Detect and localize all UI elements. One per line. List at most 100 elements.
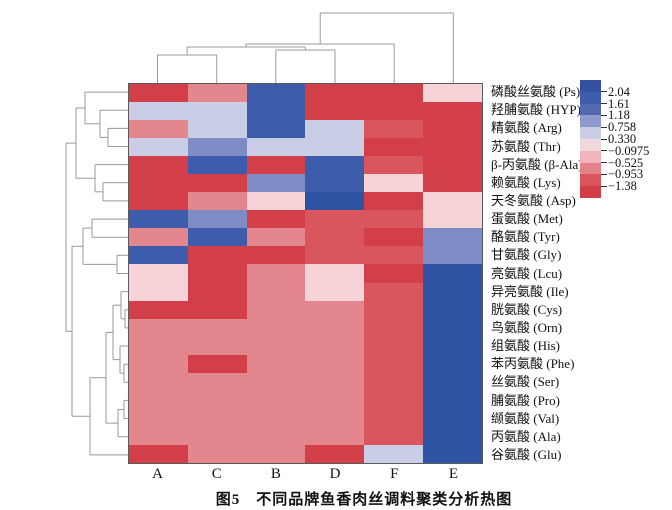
heatmap-cell <box>129 300 188 319</box>
legend-color-band <box>580 103 601 116</box>
heatmap-cell <box>423 408 482 427</box>
heatmap-cell <box>364 354 424 373</box>
heatmap-cell <box>305 246 365 265</box>
heatmap-cell <box>423 138 482 157</box>
heatmap-cell <box>423 426 482 445</box>
heatmap-cell <box>187 444 247 463</box>
heatmap-cell <box>187 354 247 373</box>
heatmap-cell <box>187 372 247 391</box>
row-label: 天冬氨酸 (Asp) <box>491 192 576 208</box>
heatmap-cell <box>246 408 306 427</box>
heatmap-cell <box>187 228 247 247</box>
heatmap-cell <box>129 318 188 337</box>
row-label: 苏氨酸 (Thr) <box>491 138 561 154</box>
heatmap-cell <box>364 120 424 139</box>
heatmap-cell <box>246 84 306 103</box>
heatmap-cell <box>129 264 188 283</box>
heatmap-cell <box>129 354 188 373</box>
heatmap-cell <box>364 336 424 355</box>
heatmap-cell <box>246 174 306 193</box>
heatmap-cell <box>423 264 482 283</box>
heatmap-cell <box>305 102 365 121</box>
legend-tick-label: 1.61 <box>608 96 630 111</box>
heatmap-cell <box>187 282 247 301</box>
column-label: A <box>152 466 163 482</box>
heatmap-cell <box>129 336 188 355</box>
heatmap-cell <box>129 84 188 103</box>
legend-color-band <box>580 80 601 92</box>
heatmap-cell <box>305 426 365 445</box>
heatmap-cell <box>187 408 247 427</box>
heatmap-cell <box>129 192 188 211</box>
heatmap-cell <box>129 444 188 463</box>
heatmap-cell <box>305 408 365 427</box>
legend-tick-label: 0.330 <box>608 132 637 146</box>
heatmap-cell <box>129 120 188 139</box>
heatmap-cell <box>364 138 424 157</box>
heatmap-cell <box>364 390 424 409</box>
heatmap-cell <box>305 156 365 175</box>
heatmap-cell <box>423 174 482 193</box>
heatmap-cell <box>423 102 482 121</box>
heatmap-cell <box>305 282 365 301</box>
heatmap-cell <box>305 300 365 319</box>
legend-tick-label: 2.04 <box>608 84 630 99</box>
row-label: 甘氨酸 (Gly) <box>491 247 562 263</box>
column-label: D <box>329 466 341 482</box>
heatmap-cell <box>187 174 247 193</box>
heatmap-cell <box>129 372 188 391</box>
heatmap-cell <box>364 372 424 391</box>
legend-tick <box>601 114 607 116</box>
heatmap-cell <box>246 264 306 283</box>
legend-color-band <box>580 162 601 175</box>
legend-tick <box>601 138 607 140</box>
column-label: E <box>448 466 458 482</box>
legend-tick-label: 1.18 <box>608 108 630 123</box>
heatmap-cell <box>423 228 482 247</box>
heatmap-cell <box>246 372 306 391</box>
heatmap-cell <box>423 246 482 265</box>
heatmap-cell <box>364 318 424 337</box>
legend-tick-label: 0.758 <box>608 120 637 135</box>
legend-tick-label: −1.38 <box>608 179 637 194</box>
legend-color-band <box>580 186 601 198</box>
row-label: 亮氨酸 (Lcu) <box>491 265 563 281</box>
row-label: 赖氨酸 (Lys) <box>491 174 561 190</box>
legend-color-band <box>580 174 601 187</box>
heatmap-cell <box>364 426 424 445</box>
heatmap-cell <box>305 318 365 337</box>
legend-color-band <box>580 150 601 163</box>
heatmap-cell <box>129 102 188 121</box>
heatmap-cell <box>423 390 482 409</box>
heatmap-cell <box>305 174 365 193</box>
row-label: 鸟氨酸 (Orn) <box>491 319 563 335</box>
heatmap-cell <box>364 300 424 319</box>
legend-color-band <box>580 115 601 128</box>
row-label: 异亮氨酸 (Ile) <box>491 283 569 299</box>
heatmap-cell <box>364 444 424 463</box>
heatmap-cell <box>305 228 365 247</box>
heatmap-cell <box>129 156 188 175</box>
heatmap-cell <box>364 246 424 265</box>
legend-tick <box>601 150 607 152</box>
heatmap-cell <box>305 192 365 211</box>
heatmap-cell <box>246 300 306 319</box>
legend-tick <box>601 185 607 187</box>
heatmap-cell <box>305 84 365 103</box>
heatmap-cell <box>364 210 424 229</box>
heatmap-cell <box>129 426 188 445</box>
heatmap-cell <box>305 264 365 283</box>
heatmap-cell <box>364 84 424 103</box>
row-label: 谷氨酸 (Glu) <box>491 446 562 462</box>
legend-tick <box>601 91 607 93</box>
heatmap-cell <box>246 282 306 301</box>
row-label: 羟脯氨酸 (HYP) <box>491 102 581 118</box>
heatmap-cell <box>246 426 306 445</box>
row-label: 蛋氨酸 (Met) <box>491 211 563 227</box>
column-label: B <box>270 466 281 482</box>
row-label: 丙氨酸 (Ala) <box>491 428 561 444</box>
heatmap-cell <box>364 282 424 301</box>
heatmap-cell <box>305 444 365 463</box>
